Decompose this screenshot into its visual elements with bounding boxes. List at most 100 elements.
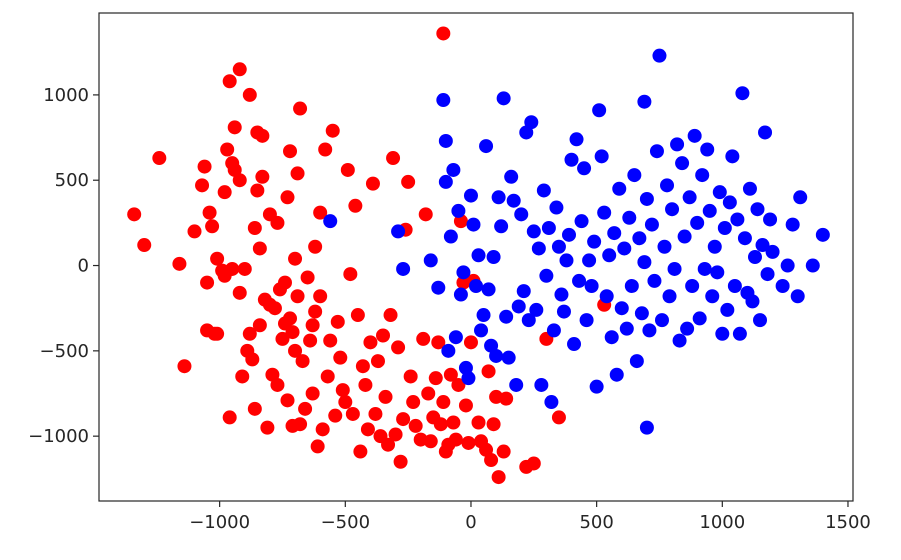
- blue-data-point: [474, 323, 489, 338]
- red-data-point: [526, 456, 541, 471]
- red-data-point: [406, 395, 421, 410]
- blue-data-point: [685, 279, 700, 294]
- blue-data-point: [551, 239, 566, 254]
- red-data-point: [277, 275, 292, 290]
- red-data-point: [222, 74, 237, 89]
- blue-data-point: [599, 289, 614, 304]
- blue-data-point: [569, 132, 584, 147]
- blue-data-point: [453, 287, 468, 302]
- red-data-point: [308, 304, 323, 319]
- red-data-point: [461, 435, 476, 450]
- red-data-point: [232, 62, 247, 77]
- red-data-point: [353, 444, 368, 459]
- blue-data-point: [536, 183, 551, 198]
- blue-data-point: [702, 203, 717, 218]
- red-data-point: [210, 251, 225, 266]
- blue-data-point: [587, 234, 602, 249]
- blue-data-point: [531, 241, 546, 256]
- red-data-point: [421, 386, 436, 401]
- blue-data-point: [441, 343, 456, 358]
- red-data-point: [222, 410, 237, 425]
- axes-frame: [98, 12, 854, 502]
- red-data-point: [388, 427, 403, 442]
- red-data-point: [303, 333, 318, 348]
- red-data-point: [237, 261, 252, 276]
- red-data-point: [330, 314, 345, 329]
- blue-data-point: [506, 193, 521, 208]
- blue-data-point: [815, 227, 830, 242]
- red-data-point: [376, 328, 391, 343]
- red-data-point: [195, 178, 210, 193]
- blue-data-point: [438, 174, 453, 189]
- blue-data-point: [463, 188, 478, 203]
- blue-data-point: [692, 311, 707, 326]
- blue-data-point: [526, 224, 541, 239]
- blue-data-point: [589, 379, 604, 394]
- red-data-point: [177, 359, 192, 374]
- red-data-point: [283, 144, 298, 159]
- red-data-point: [290, 166, 305, 181]
- red-data-point: [308, 239, 323, 254]
- red-data-point: [315, 422, 330, 437]
- red-data-point: [242, 87, 257, 102]
- blue-data-point: [607, 226, 622, 241]
- red-data-point: [232, 285, 247, 300]
- blue-data-point: [579, 313, 594, 328]
- blue-data-point: [396, 261, 411, 276]
- red-data-point: [305, 318, 320, 333]
- red-data-point: [328, 408, 343, 423]
- blue-data-point: [667, 261, 682, 276]
- blue-data-point: [323, 214, 338, 229]
- blue-data-point: [466, 217, 481, 232]
- blue-data-point: [624, 279, 639, 294]
- blue-data-point: [649, 144, 664, 159]
- blue-data-point: [765, 244, 780, 259]
- red-data-point: [298, 401, 313, 416]
- blue-data-point: [753, 313, 768, 328]
- x-tick-label: −1000: [189, 512, 250, 533]
- blue-data-point: [632, 231, 647, 246]
- red-data-point: [365, 176, 380, 191]
- blue-data-point: [690, 215, 705, 230]
- red-data-point: [205, 219, 220, 234]
- blue-data-point: [755, 238, 770, 253]
- blue-data-point: [639, 191, 654, 206]
- red-data-point: [267, 301, 282, 316]
- blue-data-point: [717, 220, 732, 235]
- y-tick-label: 500: [55, 170, 89, 191]
- blue-data-point: [687, 128, 702, 143]
- red-data-point: [200, 275, 215, 290]
- red-data-point: [235, 369, 250, 384]
- blue-data-point: [481, 282, 496, 297]
- red-data-point: [363, 335, 378, 350]
- blue-data-point: [521, 313, 536, 328]
- red-data-point: [358, 377, 373, 392]
- red-data-point: [247, 220, 262, 235]
- blue-data-point: [760, 267, 775, 282]
- blue-data-point: [514, 207, 529, 222]
- blue-data-point: [561, 227, 576, 242]
- y-tick-label: −500: [40, 341, 89, 362]
- blue-data-point: [642, 323, 657, 338]
- blue-data-point: [469, 279, 483, 294]
- blue-data-point: [722, 195, 737, 210]
- blue-data-point: [637, 94, 652, 109]
- x-tick-label: −500: [321, 512, 370, 533]
- red-data-point: [491, 470, 506, 485]
- blue-data-point: [750, 202, 765, 217]
- blue-data-point: [665, 202, 680, 217]
- blue-data-point: [541, 220, 556, 235]
- blue-data-point: [622, 210, 637, 225]
- blue-data-point: [436, 93, 451, 108]
- red-data-point: [368, 406, 383, 421]
- y-tick-label: 1000: [43, 85, 89, 106]
- blue-data-point: [652, 48, 667, 63]
- red-data-point: [436, 26, 451, 41]
- y-tick-label: −1000: [28, 426, 89, 447]
- blue-data-point: [654, 313, 669, 328]
- blue-data-point: [494, 219, 509, 234]
- blue-data-point: [524, 115, 539, 130]
- blue-data-point: [742, 181, 757, 196]
- red-data-point: [418, 207, 433, 222]
- blue-data-point: [697, 261, 712, 276]
